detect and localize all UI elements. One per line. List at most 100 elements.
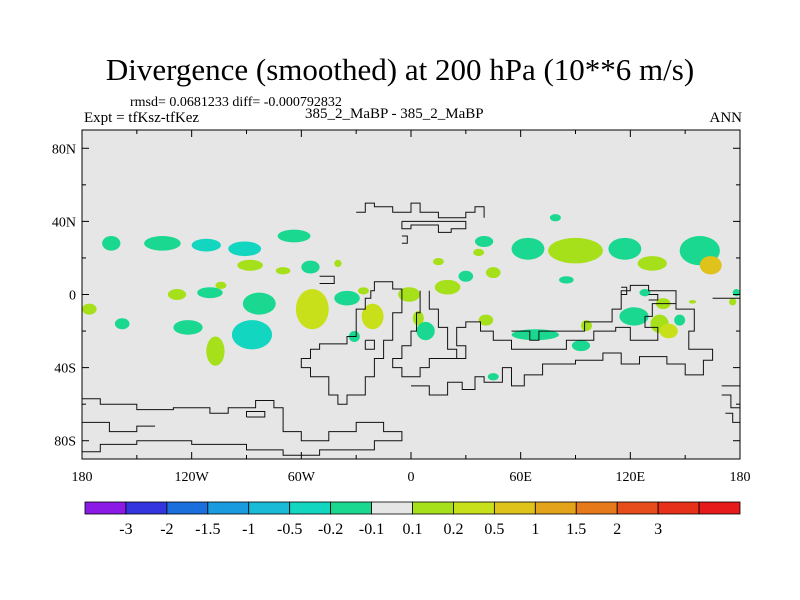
coastline	[721, 394, 740, 409]
colorbar-swatch	[453, 501, 495, 515]
contour-blob	[478, 314, 494, 326]
contour-blob	[432, 257, 444, 266]
contour-blob	[639, 289, 651, 297]
contour-blob	[301, 260, 320, 274]
colorbar-label: 1.5	[566, 521, 586, 538]
contour-blob	[674, 314, 686, 326]
contour-blob	[580, 320, 592, 332]
colorbar-swatch	[371, 501, 413, 515]
contour-blob	[173, 320, 203, 335]
contour-blob	[357, 287, 369, 295]
contour-blob	[334, 259, 342, 268]
chart-title: Divergence (smoothed) at 200 hPa (10**6 …	[105, 52, 695, 87]
coastline	[356, 202, 485, 219]
colorbar-swatch	[698, 501, 741, 515]
contour-blob	[295, 289, 329, 330]
x-tick-label: 180	[72, 470, 93, 485]
contour-blob	[167, 289, 187, 300]
contour-blob	[231, 320, 273, 350]
coastline	[364, 339, 375, 350]
contour-blob	[473, 248, 485, 257]
colorbar-swatch	[534, 501, 577, 515]
x-tick-label: 0	[408, 470, 415, 485]
contour-blob	[699, 256, 722, 275]
contour-blob	[242, 292, 276, 315]
contour-blob	[637, 256, 667, 271]
x-tick-label: 120E	[616, 470, 646, 485]
colorbar-swatch	[657, 501, 700, 515]
contour-blob	[732, 289, 740, 297]
colorbar-swatch	[248, 501, 291, 515]
contour-blob	[559, 276, 574, 284]
colorbar-swatch	[125, 501, 168, 515]
experiment-text: Expt = tfKsz-tfKez	[84, 110, 200, 126]
contour-blob	[511, 237, 545, 260]
contour-blob	[215, 281, 227, 290]
coastline	[648, 294, 659, 301]
contour-blob	[144, 236, 181, 251]
y-tick-label: 40N	[52, 215, 76, 230]
colorbar-swatch	[207, 501, 250, 515]
y-tick-label: 0	[69, 289, 76, 304]
colorbar-label: 0.5	[484, 521, 504, 538]
colorbar-label: 3	[654, 521, 662, 538]
coastline	[511, 284, 677, 341]
coastline	[319, 275, 335, 284]
contour-blob	[659, 323, 678, 339]
colorbar-label: 1	[531, 521, 539, 538]
colorbar-label: -0.5	[277, 521, 302, 538]
contour-blob	[487, 373, 499, 381]
y-tick-label: 80S	[54, 435, 76, 450]
contour-blob	[102, 236, 121, 251]
coastline	[82, 421, 156, 433]
contour-blob	[511, 329, 560, 341]
contour-blob	[688, 299, 697, 304]
coastline	[411, 303, 714, 396]
contour-blob	[458, 270, 474, 282]
contour-blob	[197, 287, 223, 299]
coastline	[82, 398, 403, 456]
contour-blob	[82, 303, 97, 315]
contour-blob	[619, 307, 649, 326]
x-tick-label: 60W	[288, 470, 316, 485]
stats-text: rmsd= 0.0681233 diff= -0.000792832	[130, 95, 342, 110]
contour-blob	[474, 236, 494, 247]
coastlines	[82, 202, 740, 456]
colorbar-swatch	[84, 501, 127, 515]
contour-blob	[416, 321, 435, 341]
colorbar-swatch	[493, 501, 536, 515]
contour-blob	[237, 259, 263, 271]
colorbar-swatch	[575, 501, 618, 515]
colorbar-label: -1	[242, 521, 255, 538]
colorbar-label: 0.2	[443, 521, 463, 538]
contour-blob	[485, 267, 501, 279]
colorbar-label: 2	[613, 521, 621, 538]
contour-blob	[361, 303, 384, 330]
contour-blob	[191, 238, 221, 252]
coastline	[401, 220, 467, 233]
contour-blob	[412, 310, 424, 326]
contour-blob	[277, 229, 311, 243]
contour-blob	[334, 290, 360, 306]
colorbar-label: -1.5	[195, 521, 220, 538]
contour-blob	[275, 267, 291, 275]
y-tick-label: 40S	[54, 362, 76, 377]
contour-blob	[398, 287, 421, 302]
colorbar-swatch	[412, 501, 454, 515]
coastline	[246, 411, 266, 418]
season-label: ANN	[709, 110, 743, 126]
coastline	[300, 281, 403, 405]
colorbar-label: -3	[119, 521, 132, 538]
colorbar-label: -0.1	[359, 521, 384, 538]
contour-blob	[434, 279, 461, 295]
colorbar-swatch	[616, 501, 659, 515]
colorbar: -3 -2 -1.5 -1 -0.5 -0.2 -0.1 0.1 0.2 0.5 1 1.5 2 3	[84, 501, 741, 538]
x-tick-label: 120W	[175, 470, 210, 485]
y-tick-label: 80N	[52, 142, 76, 157]
contour-fills	[82, 214, 740, 381]
contour-blob	[729, 298, 737, 306]
contour-blob	[549, 214, 561, 222]
coastline	[401, 235, 408, 244]
contour-blob	[571, 340, 591, 352]
